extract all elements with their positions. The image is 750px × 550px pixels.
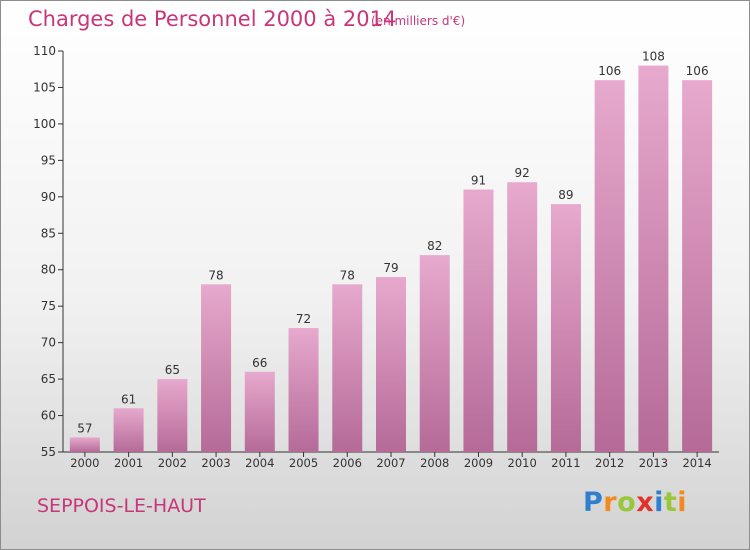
y-tick-label: 100 xyxy=(33,117,56,131)
bar xyxy=(332,284,363,452)
chart-subtitle: (en milliers d'€) xyxy=(371,14,466,28)
bar-value-label: 57 xyxy=(77,421,92,435)
y-tick-label: 95 xyxy=(41,153,56,167)
brand-letter: x xyxy=(636,487,655,518)
brand-letter: P xyxy=(583,487,604,518)
y-tick-label: 110 xyxy=(33,44,56,58)
brand-letter: i xyxy=(677,487,688,518)
brand-letter: r xyxy=(603,487,618,518)
bar xyxy=(507,182,538,452)
brand-letter: i xyxy=(654,487,664,518)
bar-value-label: 106 xyxy=(598,64,621,78)
y-tick-label: 105 xyxy=(33,80,56,94)
bar-value-label: 106 xyxy=(686,64,709,78)
bar xyxy=(288,328,319,452)
bar xyxy=(113,408,144,452)
bar xyxy=(69,437,100,452)
bar-value-label: 79 xyxy=(383,261,398,275)
location-label: SEPPOIS-LE-HAUT xyxy=(37,495,206,517)
x-tick-label: 2013 xyxy=(639,456,668,470)
x-tick-label: 2012 xyxy=(595,456,624,470)
bar-value-label: 78 xyxy=(340,268,355,282)
chart-title: Charges de Personnel 2000 à 2014 xyxy=(28,7,397,31)
x-tick-label: 2009 xyxy=(464,456,493,470)
bar xyxy=(463,189,494,452)
x-tick-label: 2014 xyxy=(682,456,711,470)
bar-value-label: 82 xyxy=(427,239,442,253)
brand-letter: o xyxy=(617,487,637,518)
bar-value-label: 78 xyxy=(208,268,223,282)
bar-value-label: 89 xyxy=(558,188,573,202)
x-tick-label: 2004 xyxy=(245,456,274,470)
bar-value-label: 92 xyxy=(515,166,530,180)
x-tick-label: 2007 xyxy=(376,456,405,470)
y-tick-label: 85 xyxy=(41,226,56,240)
bar xyxy=(594,80,625,452)
bar xyxy=(201,284,232,452)
bar-value-label: 72 xyxy=(296,312,311,326)
bar xyxy=(682,80,713,452)
bar xyxy=(638,65,669,452)
x-tick-label: 2001 xyxy=(114,456,143,470)
brand-logo: Proxiti xyxy=(583,487,687,518)
bar xyxy=(419,255,450,452)
bar-value-label: 65 xyxy=(165,363,180,377)
y-tick-label: 60 xyxy=(41,409,56,423)
y-tick-label: 90 xyxy=(41,190,56,204)
y-tick-label: 80 xyxy=(41,263,56,277)
brand-letter: t xyxy=(663,487,678,518)
bar-value-label: 61 xyxy=(121,392,136,406)
bar-value-label: 91 xyxy=(471,174,486,188)
y-tick-label: 75 xyxy=(41,299,56,313)
x-tick-label: 2005 xyxy=(289,456,318,470)
bar xyxy=(244,371,275,452)
bar-value-label: 108 xyxy=(642,50,665,64)
bar xyxy=(157,379,188,452)
bar-value-label: 66 xyxy=(252,356,267,370)
x-tick-label: 2003 xyxy=(201,456,230,470)
y-tick-label: 55 xyxy=(41,445,56,459)
x-tick-label: 2000 xyxy=(70,456,99,470)
x-tick-label: 2011 xyxy=(551,456,580,470)
bar xyxy=(376,277,406,452)
bar xyxy=(550,204,581,452)
x-tick-label: 2006 xyxy=(333,456,362,470)
x-tick-label: 2002 xyxy=(158,456,187,470)
y-tick-label: 70 xyxy=(41,336,56,350)
x-tick-label: 2010 xyxy=(508,456,537,470)
y-tick-label: 65 xyxy=(41,372,56,386)
x-tick-label: 2008 xyxy=(420,456,449,470)
